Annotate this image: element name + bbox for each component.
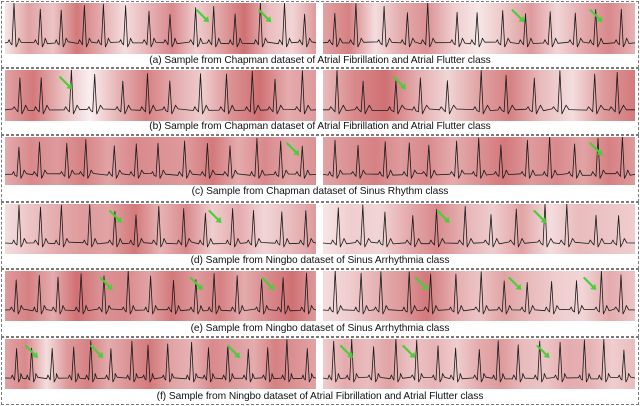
arrow-marker-icon <box>99 276 113 290</box>
ecg-panel-right <box>323 3 635 54</box>
saliency-heatmap <box>323 204 635 254</box>
ecg-plot <box>5 204 316 254</box>
figure-row: (f) Sample from Ningbo dataset of Atrial… <box>1 337 639 405</box>
row-caption: (b) Sample from Chapman dataset of Atria… <box>149 121 491 132</box>
saliency-heatmap <box>5 339 316 389</box>
ecg-plot <box>5 339 316 389</box>
figure-row: (c) Sample from Chapman dataset of Sinus… <box>1 135 639 202</box>
arrow-marker-icon <box>261 276 275 290</box>
ecg-plot <box>323 204 635 254</box>
arrow-marker-icon <box>189 276 203 290</box>
figure-row: (e) Sample from Ningbo dataset of Sinus … <box>1 269 639 337</box>
saliency-heatmap <box>323 70 635 121</box>
arrow-marker-icon <box>589 9 603 23</box>
ecg-plot <box>5 271 316 321</box>
arrow-marker-icon <box>286 142 300 156</box>
arrow-marker-icon <box>108 209 122 223</box>
ecg-trace <box>5 339 316 383</box>
ecg-panel-left <box>5 70 316 121</box>
arrow-marker-icon <box>90 344 104 358</box>
saliency-heatmap <box>323 339 635 389</box>
arrow-marker-icon <box>533 209 547 223</box>
ecg-panel-right <box>323 70 635 121</box>
arrow-marker-icon <box>339 344 353 358</box>
ecg-trace <box>323 70 635 115</box>
ecg-trace <box>5 3 316 48</box>
ecg-trace <box>323 204 635 248</box>
arrow-marker-icon <box>511 9 525 23</box>
ecg-trace <box>5 70 316 115</box>
arrow-marker-icon <box>536 344 550 358</box>
ecg-panel-right <box>323 137 635 185</box>
saliency-heatmap <box>5 70 316 121</box>
saliency-heatmap <box>323 271 635 321</box>
arrow-marker-icon <box>24 344 38 358</box>
row-caption: (f) Sample from Ningbo dataset of Atrial… <box>156 391 484 402</box>
arrow-marker-icon <box>414 276 428 290</box>
ecg-trace <box>323 3 635 48</box>
ecg-panel-left <box>5 137 316 185</box>
ecg-plot <box>5 70 316 121</box>
ecg-panel-right <box>323 204 635 254</box>
arrow-marker-icon <box>589 142 603 156</box>
ecg-trace <box>323 339 635 383</box>
ecg-trace <box>5 271 316 315</box>
ecg-plot <box>323 339 635 389</box>
ecg-plot <box>5 3 316 54</box>
ecg-plot <box>323 3 635 54</box>
ecg-panel-left <box>5 204 316 254</box>
row-caption: (a) Sample from Chapman dataset of Atria… <box>149 55 491 66</box>
ecg-panel-left <box>5 271 316 321</box>
ecg-plot <box>5 137 316 185</box>
figure-row: (a) Sample from Chapman dataset of Atria… <box>1 1 639 68</box>
ecg-panel-left <box>5 339 316 389</box>
ecg-plot <box>323 70 635 121</box>
arrow-marker-icon <box>59 76 73 90</box>
row-caption: (d) Sample from Ningbo dataset of Sinus … <box>190 255 450 266</box>
ecg-plot <box>323 137 635 185</box>
arrow-marker-icon <box>402 344 416 358</box>
ecg-trace <box>323 137 635 179</box>
ecg-trace <box>5 204 316 248</box>
arrow-marker-icon <box>208 209 222 223</box>
arrow-marker-icon <box>508 276 522 290</box>
ecg-panel-left <box>5 3 316 54</box>
ecg-trace <box>5 137 316 179</box>
arrow-marker-icon <box>258 9 272 23</box>
ecg-panel-right <box>323 339 635 389</box>
ecg-trace <box>323 271 635 315</box>
arrow-marker-icon <box>436 209 450 223</box>
figure-row: (d) Sample from Ningbo dataset of Sinus … <box>1 202 639 269</box>
ecg-panel-right <box>323 271 635 321</box>
saliency-heatmap <box>5 271 316 321</box>
row-caption: (e) Sample from Ningbo dataset of Sinus … <box>190 323 450 334</box>
arrow-marker-icon <box>227 344 241 358</box>
arrow-marker-icon <box>583 276 597 290</box>
figure-row: (b) Sample from Chapman dataset of Atria… <box>1 68 639 135</box>
saliency-heatmap <box>5 3 316 54</box>
arrow-marker-icon <box>392 76 406 90</box>
arrow-marker-icon <box>195 9 210 23</box>
row-caption: (c) Sample from Chapman dataset of Sinus… <box>191 186 449 197</box>
ecg-plot <box>323 271 635 321</box>
